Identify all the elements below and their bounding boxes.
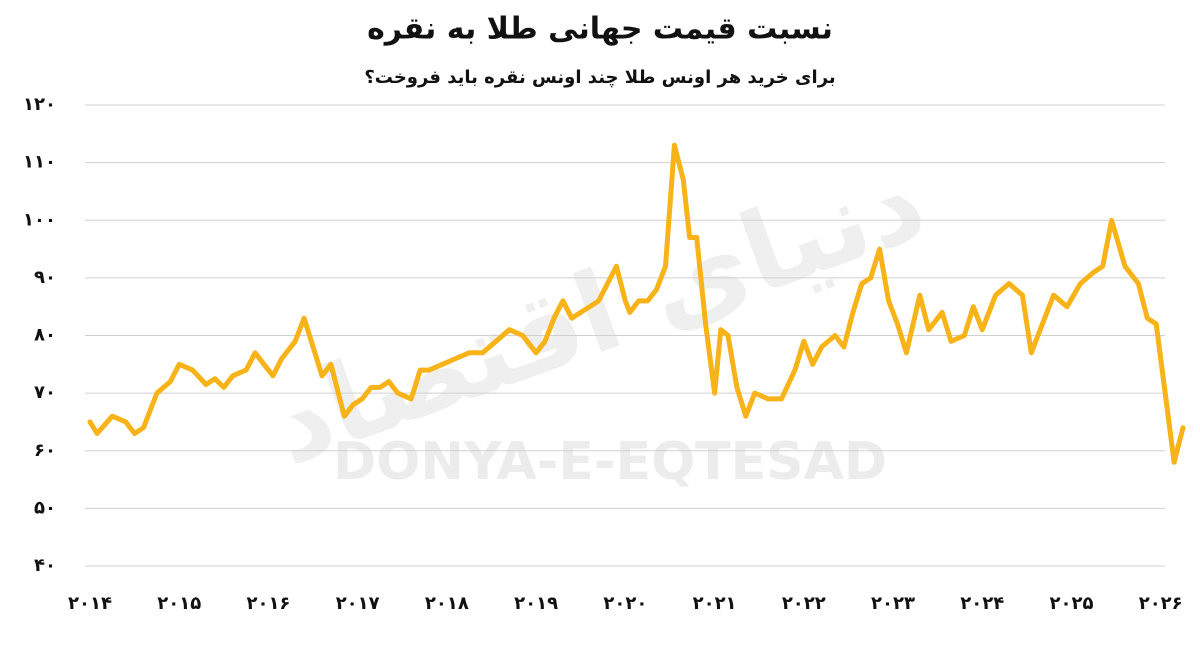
y-tick-label: ۱۱۰: [23, 152, 56, 173]
x-tick-label: ۲۰۲۳: [871, 593, 915, 614]
x-tick-label: ۲۰۱۷: [336, 593, 380, 614]
x-tick-label: ۲۰۲۵: [1049, 593, 1093, 614]
x-tick-label: ۲۰۲۱: [693, 593, 737, 614]
y-tick-label: ۹۰: [34, 267, 56, 288]
x-tick-label: ۲۰۲۲: [782, 593, 826, 614]
y-tick-label: ۱۰۰: [23, 209, 56, 230]
x-tick-label: ۲۰۲۰: [603, 593, 647, 614]
x-tick-label: ۲۰۲۶: [1139, 593, 1183, 614]
chart-title: نسبت قیمت جهانی طلا به نقره: [367, 12, 833, 47]
x-tick-label: ۲۰۱۵: [157, 593, 201, 614]
x-tick-label: ۲۰۱۸: [425, 593, 469, 614]
chart-subtitle: برای خرید هر اونس طلا چند اونس نقره باید…: [364, 67, 835, 88]
y-tick-label: ۷۰: [34, 382, 56, 403]
x-tick-label: ۲۰۱۴: [68, 593, 112, 614]
x-tick-label: ۲۰۱۹: [514, 593, 558, 614]
data-line: [87, 142, 1186, 465]
y-tick-label: ۱۲۰: [23, 94, 56, 115]
x-tick-label: ۲۰۲۴: [960, 593, 1004, 614]
watermark: DONYA-E-EQTESAD: [333, 432, 887, 492]
y-tick-label: ۶۰: [34, 440, 56, 461]
y-tick-label: ۵۰: [34, 497, 56, 518]
x-tick-label: ۲۰۱۶: [246, 593, 290, 614]
y-tick-label: ۸۰: [34, 325, 56, 346]
y-tick-label: ۴۰: [34, 555, 56, 576]
